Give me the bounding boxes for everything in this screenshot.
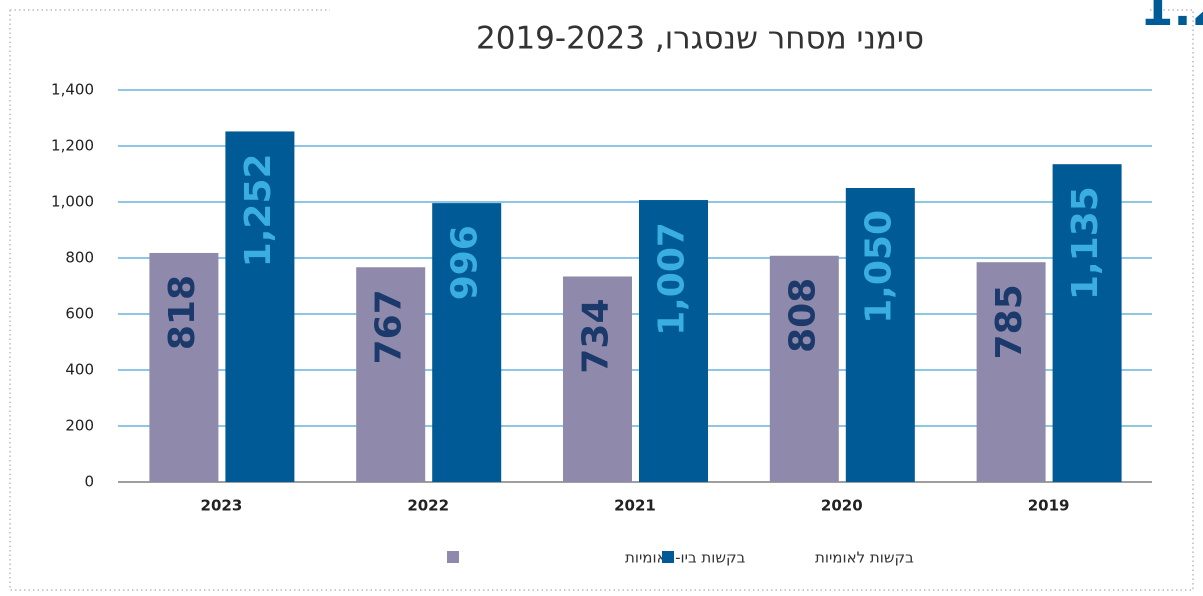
value-label: 1,050: [858, 210, 899, 324]
bar: [563, 276, 632, 482]
x-tick-label: 2019: [1028, 497, 1070, 515]
legend-label: בקשות ביו-לאומיות: [625, 549, 746, 567]
value-label: 1,135: [1065, 186, 1106, 300]
legend-swatch: [447, 551, 459, 563]
bar: [432, 203, 502, 482]
x-tick-label: 2021: [614, 497, 656, 515]
value-label: 1,007: [652, 222, 693, 336]
y-tick-label: 200: [65, 417, 94, 435]
value-label: 818: [162, 275, 203, 350]
value-label: 785: [989, 284, 1030, 359]
bar: [639, 200, 708, 483]
bar: [149, 252, 219, 482]
x-tick-label: 2023: [201, 497, 243, 515]
bar: [845, 188, 915, 482]
bar: [1052, 164, 1122, 482]
y-tick-label: 1,000: [51, 193, 94, 211]
chart-badge: גרף 1.27: [1140, 0, 1203, 37]
y-tick-label: 600: [65, 305, 94, 323]
value-label: 767: [369, 289, 410, 364]
bar: [976, 262, 1046, 482]
value-label: 1,252: [238, 153, 279, 267]
legend-swatch: [662, 551, 674, 563]
x-tick-label: 2020: [821, 497, 863, 515]
legend-label: בקשות לאומיות: [815, 549, 914, 567]
bar: [225, 131, 295, 482]
chart-title: סימני מסחר שנסגרו, 2019-2023: [476, 21, 924, 57]
frame: [9, 9, 1194, 591]
y-tick-label: 1,200: [51, 137, 94, 155]
y-tick-label: 0: [84, 473, 94, 491]
y-tick-label: 800: [65, 249, 94, 267]
value-label: 734: [576, 298, 617, 373]
y-tick-label: 1,400: [51, 81, 94, 99]
value-label: 808: [782, 278, 823, 353]
value-label: 996: [445, 225, 486, 300]
y-tick-label: 400: [65, 361, 94, 379]
bar: [356, 267, 426, 482]
bar: [769, 255, 839, 482]
x-tick-label: 2022: [407, 497, 449, 515]
